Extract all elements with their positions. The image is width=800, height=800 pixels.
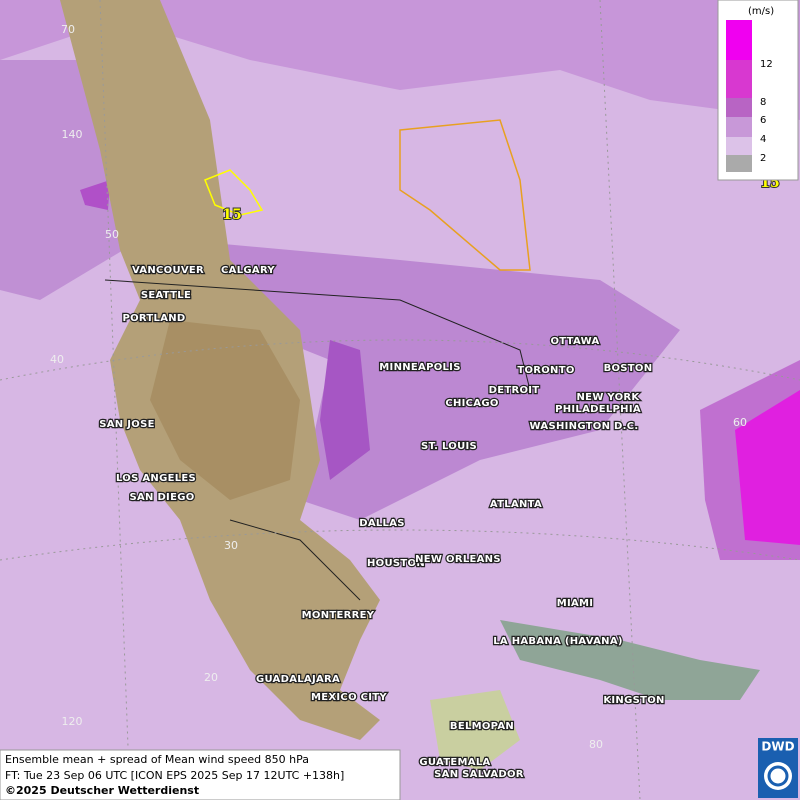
city: MINNEAPOLIS bbox=[379, 362, 460, 373]
city: HOUSTON bbox=[367, 558, 425, 569]
city: WASHINGTON D.C. bbox=[530, 421, 639, 432]
wind-area bbox=[0, 0, 800, 120]
legend-swatch bbox=[726, 20, 752, 60]
city: LOS ANGELES bbox=[116, 473, 196, 484]
graticule-label: 80 bbox=[589, 738, 603, 751]
city: LA HABANA (HAVANA) bbox=[493, 636, 623, 647]
city: MONTERREY bbox=[302, 610, 375, 621]
city: ATLANTA bbox=[490, 499, 542, 510]
logo: DWD bbox=[758, 738, 798, 798]
legend-swatch bbox=[726, 60, 752, 98]
graticule-label: 30 bbox=[224, 539, 238, 552]
wind-area bbox=[735, 390, 800, 545]
legend: (m/s) 12 8 6 4 2 bbox=[717, 0, 799, 181]
city: OTTAWA bbox=[550, 336, 599, 347]
city-labels: VANCOUVER CALGARY SEATTLE PORTLAND SAN J… bbox=[98, 264, 666, 782]
graticule-label: 50 bbox=[105, 228, 119, 241]
border bbox=[104, 279, 531, 601]
graticule-label: 60 bbox=[733, 416, 747, 429]
graticule-label: 120 bbox=[62, 715, 83, 728]
city: TORONTO bbox=[517, 365, 574, 376]
logo-text: DWD bbox=[761, 740, 794, 754]
land bbox=[500, 620, 760, 700]
city: CHICAGO bbox=[445, 398, 498, 409]
city: SAN DIEGO bbox=[129, 492, 194, 503]
city: NEW YORK bbox=[577, 392, 641, 403]
contour bbox=[204, 169, 264, 216]
graticule-label: 140 bbox=[62, 128, 83, 141]
city: GUATEMALA bbox=[419, 757, 490, 768]
footer: Ensemble mean + spread of Mean wind spee… bbox=[0, 749, 401, 800]
graticule-label: 20 bbox=[204, 671, 218, 684]
copyright: ©2025 Deutscher Wetterdienst bbox=[5, 784, 199, 797]
legend-unit: (m/s) bbox=[748, 6, 774, 17]
city: CALGARY bbox=[221, 265, 275, 276]
terrain bbox=[150, 320, 300, 500]
footer-line: FT: Tue 23 Sep 06 UTC [ICON EPS 2025 Sep… bbox=[5, 769, 344, 782]
city: SAN SALVADOR bbox=[434, 769, 524, 780]
legend-swatch bbox=[726, 137, 752, 155]
legend-tick: 12 bbox=[760, 59, 773, 70]
legend-tick: 2 bbox=[760, 153, 766, 164]
wind-area bbox=[320, 340, 370, 480]
city: NEW ORLEANS bbox=[415, 554, 501, 565]
graticule-label: 40 bbox=[50, 353, 64, 366]
city: MEXICO CITY bbox=[311, 692, 387, 703]
legend-tick: 6 bbox=[760, 115, 766, 126]
wind-area bbox=[80, 180, 110, 210]
legend-swatch bbox=[726, 117, 752, 137]
city: KINGSTON bbox=[603, 695, 664, 706]
contour-label: 15 bbox=[222, 207, 241, 223]
footer-box bbox=[0, 749, 401, 800]
graticule-label: 70 bbox=[61, 23, 75, 36]
city: PORTLAND bbox=[122, 313, 185, 324]
city: DETROIT bbox=[489, 385, 540, 396]
city: MIAMI bbox=[557, 598, 594, 609]
legend-tick: 8 bbox=[760, 97, 766, 108]
city: SEATTLE bbox=[141, 290, 191, 301]
city: DALLAS bbox=[359, 518, 405, 529]
graticule-labels: 70 140 50 40 30 20 120 60 80 bbox=[50, 23, 747, 751]
legend-swatch bbox=[726, 155, 752, 172]
city: BELMOPAN bbox=[450, 721, 514, 732]
footer-line: Ensemble mean + spread of Mean wind spee… bbox=[5, 753, 309, 766]
city: GUADALAJARA bbox=[256, 674, 340, 685]
wind-area bbox=[180, 240, 680, 520]
city: VANCOUVER bbox=[132, 265, 204, 276]
city: BOSTON bbox=[604, 363, 653, 374]
coastline bbox=[399, 119, 531, 271]
city: ST. LOUIS bbox=[421, 441, 477, 452]
logo-emblem bbox=[767, 765, 789, 787]
land bbox=[430, 690, 520, 770]
legend-swatch bbox=[726, 98, 752, 117]
city: PHILADELPHIA bbox=[555, 404, 641, 415]
legend-tick: 4 bbox=[760, 134, 766, 145]
city: SAN JOSE bbox=[99, 419, 154, 430]
